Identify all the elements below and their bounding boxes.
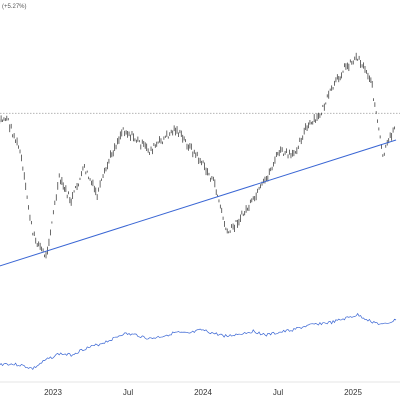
x-tick-label: 2024 xyxy=(194,388,212,397)
x-tick-label: 2023 xyxy=(44,388,62,397)
trendline xyxy=(0,139,397,267)
x-tick-label: Jul xyxy=(273,388,283,397)
price-series xyxy=(0,52,395,259)
indicator-line xyxy=(0,312,397,371)
change-percent-label: (+5.27%) xyxy=(2,4,27,10)
x-tick-label: 2025 xyxy=(344,388,362,397)
x-tick-label: Jul xyxy=(123,388,133,397)
x-axis-ticks: 2023Jul2024Jul2025Jul xyxy=(44,388,362,397)
